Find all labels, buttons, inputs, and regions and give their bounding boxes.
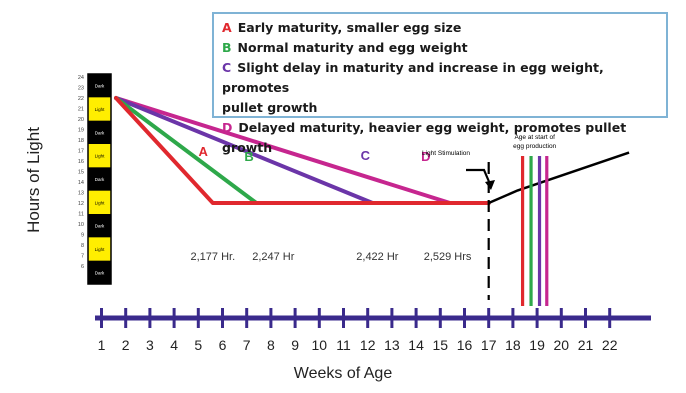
legend-box: A Early maturity, smaller egg size B Norma… <box>212 12 668 155</box>
legend-text-d: Delayed maturity, heavier egg weight, pr… <box>222 120 627 155</box>
x-tick-label: 17 <box>481 337 497 353</box>
y-tick-label: 20 <box>78 117 84 123</box>
x-tick-label: 20 <box>554 337 570 353</box>
x-tick-label: 19 <box>529 337 545 353</box>
dark-segment-label: Dark <box>95 224 105 229</box>
y-tick-label: 8 <box>81 243 84 249</box>
legend-key-c: C <box>222 60 232 75</box>
legend-key-d: D <box>222 120 233 135</box>
y-tick-label: 9 <box>81 233 84 239</box>
x-tick-label: 22 <box>602 337 618 353</box>
y-tick-label: 24 <box>78 75 84 81</box>
y-tick-group: 6 7 8 9 10 11 12 13 14 15 16 17 18 19 20 21 22 23 24 <box>78 75 84 270</box>
x-tick-label: 5 <box>194 337 202 353</box>
x-tick-label: 2 <box>122 337 130 353</box>
series-label-b: B <box>244 149 253 164</box>
cumulative-hours-annotation: 2,529 Hrs <box>424 251 472 263</box>
dark-segment-label: Dark <box>95 270 105 275</box>
y-tick-label: 19 <box>78 128 84 134</box>
x-tick-label: 7 <box>243 337 251 353</box>
series-group: A B C D <box>114 96 491 205</box>
legend-text-b: Normal maturity and egg weight <box>237 40 468 55</box>
light-dark-bar-group: Dark Light Dark Light Dark Light Dark Light Dark <box>87 73 112 285</box>
x-tick-label: 13 <box>384 337 400 353</box>
x-tick-label: 14 <box>408 337 424 353</box>
series-label-a: A <box>198 144 208 159</box>
x-axis-title: Weeks of Age <box>294 365 393 382</box>
egg-production-label-line2: egg production <box>513 143 556 150</box>
light-segment-label: Light <box>95 107 106 112</box>
legend-text-a: Early maturity, smaller egg size <box>237 20 462 35</box>
y-tick-label: 22 <box>78 96 84 102</box>
y-tick-label: 16 <box>78 159 84 165</box>
cumulative-hours-annotation: 2,422 Hr <box>356 251 399 263</box>
legend-row-d: D Delayed maturity, heavier egg weight, p… <box>222 118 658 158</box>
legend-text-c-cont: pullet growth <box>222 100 318 115</box>
dark-segment <box>88 260 111 284</box>
cumulative-hours-annotation: 2,247 Hr <box>252 251 295 263</box>
x-tick-label: 4 <box>170 337 178 353</box>
dark-segment <box>88 167 111 191</box>
dark-segment-label: Dark <box>95 130 105 135</box>
x-tick-label: 12 <box>360 337 376 353</box>
light-segment-label: Light <box>95 247 106 252</box>
legend-row-c-cont: pullet growth <box>222 98 658 118</box>
light-segment-label: Light <box>95 154 106 159</box>
y-axis-title: Hours of Light <box>24 127 43 233</box>
legend-key-a: A <box>222 20 232 35</box>
x-tick-label: 11 <box>336 337 351 353</box>
dark-segment <box>88 214 111 238</box>
stimulation-line <box>488 151 630 205</box>
dark-segment <box>88 74 111 98</box>
x-tick-label: 9 <box>291 337 299 353</box>
dark-segment <box>88 120 111 144</box>
series-line-a <box>114 96 491 205</box>
legend-row-c: C Slight delay in maturity and increase i… <box>222 58 658 98</box>
legend-text-c: Slight delay in maturity and increase in… <box>222 60 604 95</box>
arrow-head-icon <box>485 180 495 190</box>
legend-row-a: A Early maturity, smaller egg size <box>222 18 658 38</box>
y-tick-label: 11 <box>78 212 84 218</box>
light-stimulation-arrow <box>466 168 492 185</box>
x-tick-label: 18 <box>505 337 521 353</box>
y-tick-label: 10 <box>78 222 84 228</box>
x-tick-label: 3 <box>146 337 154 353</box>
x-axis-group: 1 2 3 4 5 6 7 8 9 10 11 12 13 14 15 16 17 18 19 20 21 22 <box>95 308 651 353</box>
y-tick-label: 17 <box>78 149 84 155</box>
dark-segment-label: Dark <box>95 177 105 182</box>
x-tick-label: 21 <box>578 337 594 353</box>
light-segment-label: Light <box>95 200 106 205</box>
y-tick-label: 12 <box>78 201 84 207</box>
annotation-group: Light Stimulation Age at start of egg prod… <box>190 134 630 306</box>
y-tick-label: 18 <box>78 138 84 144</box>
x-tick-label: 8 <box>267 337 275 353</box>
legend-key-b: B <box>222 40 232 55</box>
x-tick-label: 10 <box>312 337 328 353</box>
y-tick-label: 23 <box>78 86 84 92</box>
x-tick-label: 16 <box>457 337 473 353</box>
series-label-c: C <box>361 148 371 163</box>
legend-row-b: B Normal maturity and egg weight <box>222 38 658 58</box>
series-label-d: D <box>421 149 430 164</box>
y-tick-label: 14 <box>78 180 84 186</box>
light-stimulation-label: Light Stimulation <box>422 150 470 157</box>
egg-production-label-line1: Age at start of <box>514 134 555 141</box>
y-tick-label: 15 <box>78 170 84 176</box>
y-tick-label: 7 <box>81 254 84 260</box>
x-tick-label: 6 <box>219 337 227 353</box>
cumulative-hours-annotation: 2,177 Hr. <box>190 251 235 263</box>
x-tick-label: 15 <box>433 337 449 353</box>
y-tick-label: 21 <box>78 107 84 113</box>
x-tick-label: 1 <box>98 337 106 353</box>
y-tick-label: 6 <box>81 264 84 270</box>
y-tick-label: 13 <box>78 191 84 197</box>
dark-segment-label: Dark <box>95 84 105 89</box>
